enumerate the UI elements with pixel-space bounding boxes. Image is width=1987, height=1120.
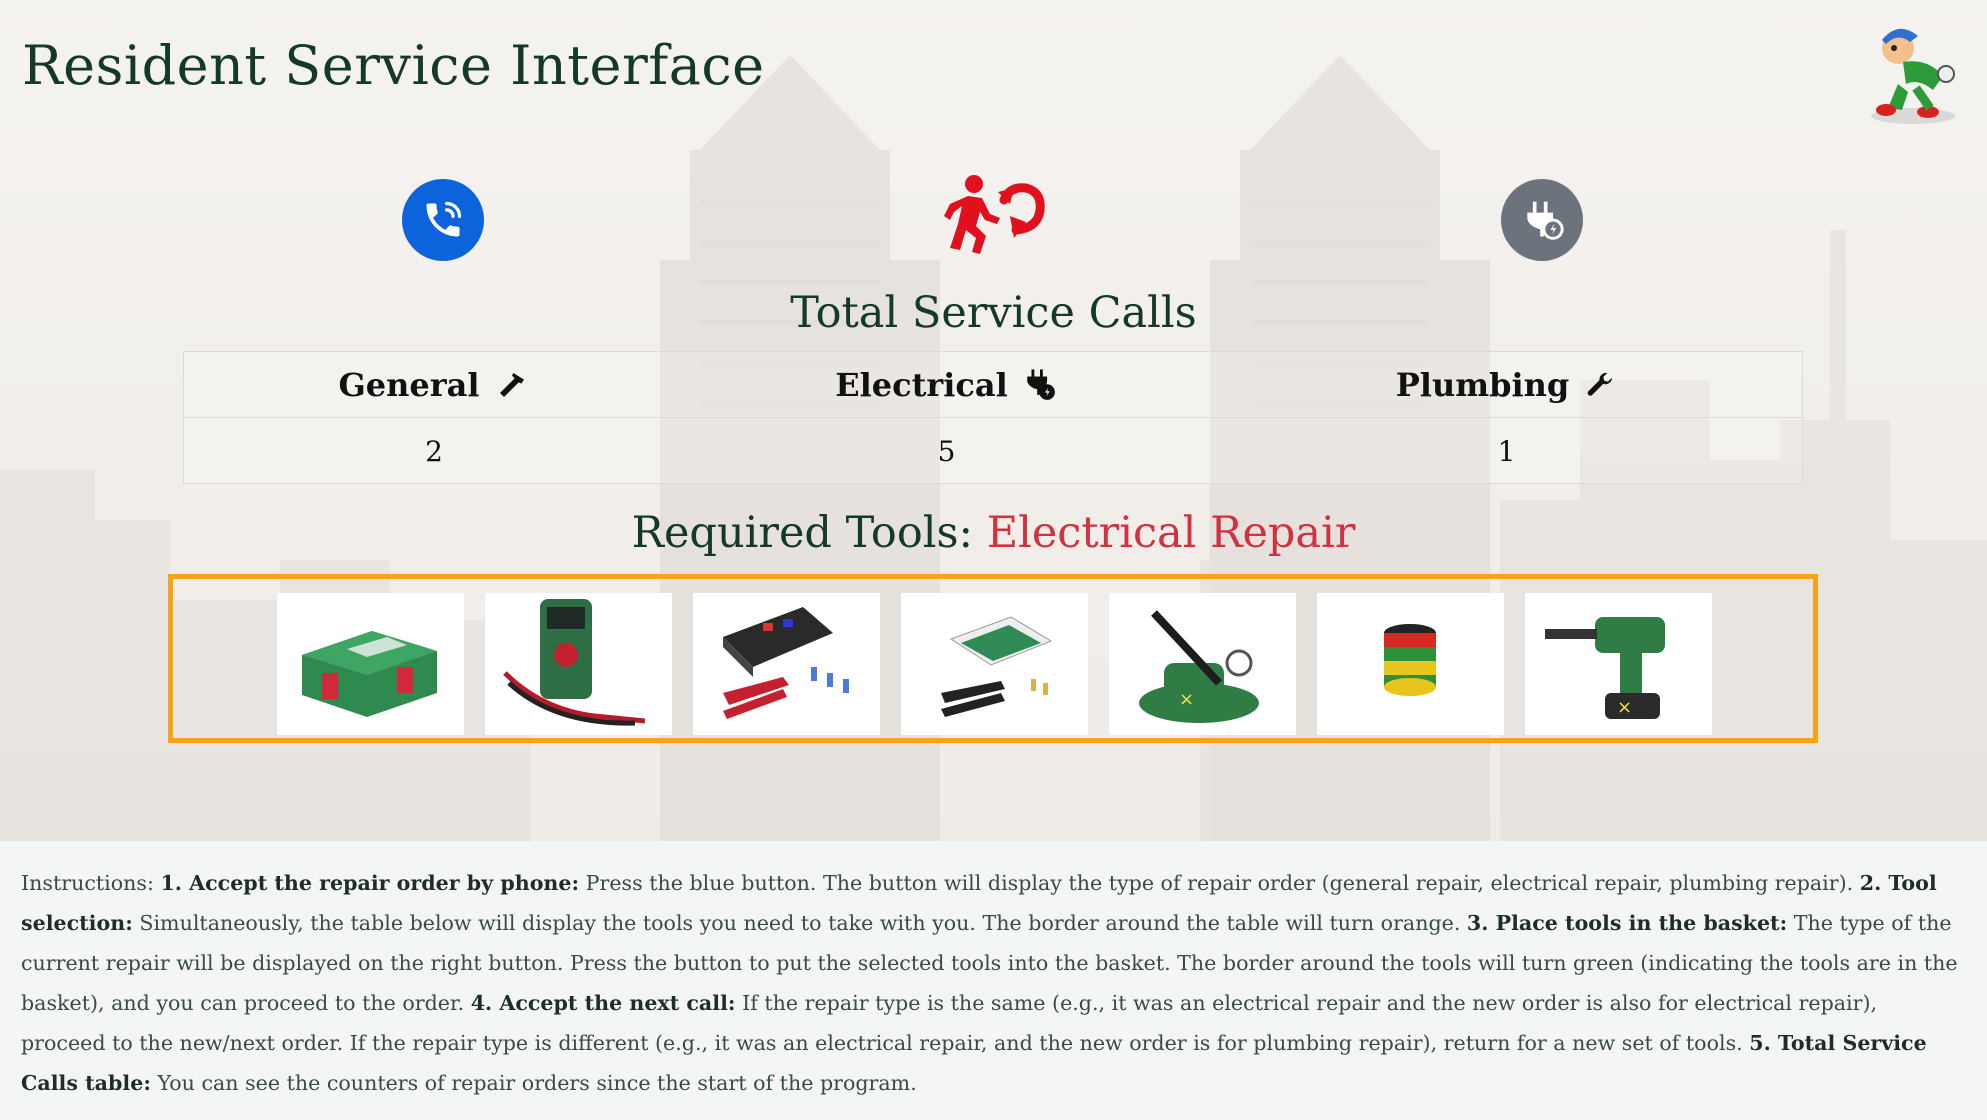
step-1-text: Press the blue button. The button will d… xyxy=(579,871,1860,895)
plumbing-count: 1 xyxy=(1497,435,1516,468)
phone-button[interactable] xyxy=(402,179,484,261)
tool-case-image[interactable] xyxy=(277,593,464,735)
service-calls-table: General Electrical Plumbing 2 5 1 xyxy=(183,351,1804,484)
total-service-calls-title: Total Service Calls xyxy=(790,288,1197,338)
required-tools-label: Required Tools: xyxy=(631,508,974,558)
plumbing-column-header: Plumbing xyxy=(1209,352,1804,418)
wrench-icon xyxy=(1587,372,1613,396)
instructions-text: Instructions: 1. Accept the repair order… xyxy=(0,841,1987,1120)
running-person-icon xyxy=(940,174,1046,258)
mascot-image xyxy=(1858,18,1968,128)
general-label: General xyxy=(338,365,480,404)
step-3-heading: 3. Place tools in the basket: xyxy=(1466,911,1788,935)
multimeter-image[interactable] xyxy=(485,593,672,735)
insulating-tape-image[interactable] xyxy=(1317,593,1504,735)
hammer-icon xyxy=(499,372,524,397)
step-4-text: If the repair type is the same (e.g., it… xyxy=(21,991,1878,1055)
step-5-heading: 5. Total Service Calls table: xyxy=(21,1031,1927,1095)
rotary-hammer-image[interactable]: × xyxy=(1525,593,1712,735)
page-title: Resident Service Interface xyxy=(22,34,765,97)
svg-text:×: × xyxy=(1179,689,1194,710)
step-2-text: Simultaneously, the table below will dis… xyxy=(132,911,1467,935)
plug-bolt-icon xyxy=(1027,368,1055,400)
crimping-kit-image[interactable] xyxy=(693,593,880,735)
step-1-heading: 1. Accept the repair order by phone: xyxy=(160,871,580,895)
electrical-count: 5 xyxy=(937,435,956,468)
required-tools-title: Required Tools: Electrical Repair xyxy=(0,508,1987,558)
tools-box: × × xyxy=(168,574,1818,743)
general-count: 2 xyxy=(425,435,443,468)
soldering-station-image[interactable]: × xyxy=(1109,593,1296,735)
step-2-heading: 2. Tool selection: xyxy=(21,871,1937,935)
step-5-text: You can see the counters of repair order… xyxy=(150,1071,917,1095)
plumbing-label: Plumbing xyxy=(1395,365,1570,404)
electrical-label: Electrical xyxy=(835,365,1008,404)
instructions-intro: Instructions: xyxy=(21,871,154,895)
crimp-terminal-kit-image[interactable] xyxy=(901,593,1088,735)
repair-type-label: Electrical Repair xyxy=(986,508,1356,558)
svg-text:×: × xyxy=(1617,697,1632,718)
plug-icon xyxy=(1527,201,1564,240)
step-4-heading: 4. Accept the next call: xyxy=(470,991,736,1015)
step-3-text: The type of the current repair will be d… xyxy=(21,911,1958,1015)
phone-icon xyxy=(426,201,462,237)
general-column-header: General xyxy=(184,352,684,418)
electrical-column-header: Electrical xyxy=(684,352,1209,418)
repair-type-button[interactable] xyxy=(1501,179,1583,261)
